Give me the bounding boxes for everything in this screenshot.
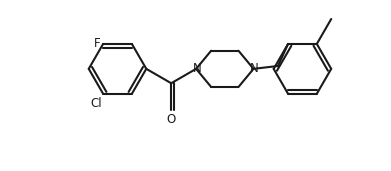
Text: N: N xyxy=(192,62,201,75)
Text: O: O xyxy=(167,113,176,126)
Text: F: F xyxy=(93,37,100,50)
Text: N: N xyxy=(250,62,259,75)
Text: Cl: Cl xyxy=(91,97,102,110)
